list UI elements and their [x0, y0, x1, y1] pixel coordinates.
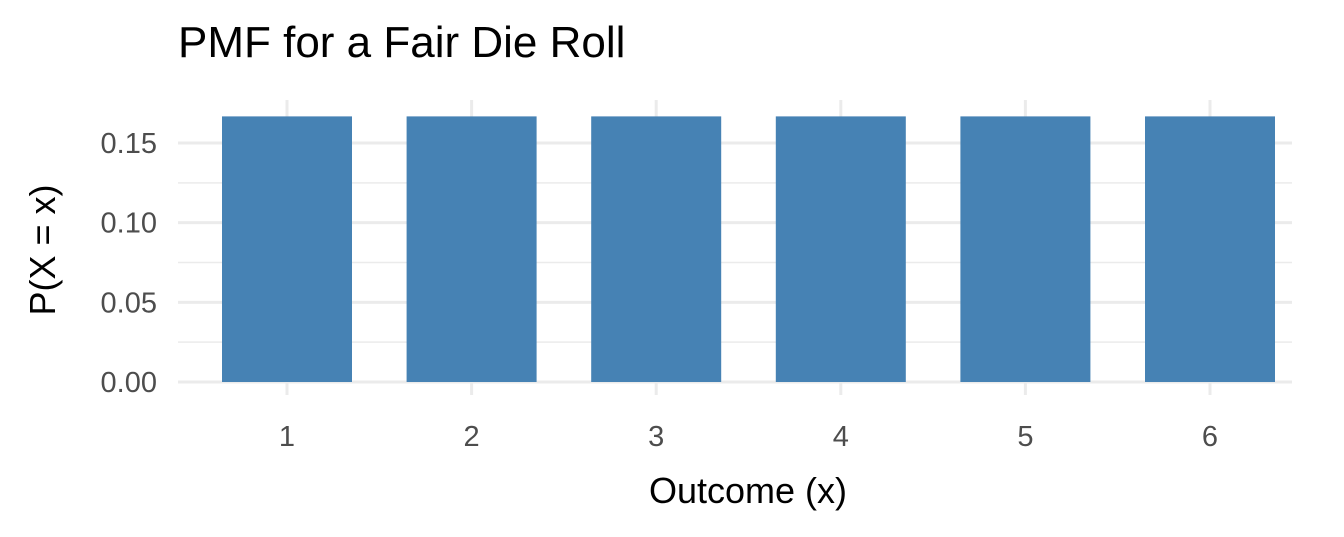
x-tick-label: 1: [279, 421, 295, 453]
y-tick-label: 0.15: [101, 128, 157, 160]
x-tick-label: 4: [833, 421, 849, 453]
x-tick-label: 5: [1017, 421, 1033, 453]
bar-1: [222, 116, 352, 383]
y-tick-label: 0.10: [101, 208, 157, 240]
y-axis-title: P(X = x): [22, 184, 63, 315]
x-tick-label: 2: [464, 421, 480, 453]
bar-3: [591, 116, 722, 383]
bars: [222, 116, 1275, 383]
y-tick-label: 0.00: [101, 367, 157, 399]
y-axis-ticks: 0.00 0.05 0.10 0.15: [101, 128, 157, 399]
x-axis-title: Outcome (x): [649, 470, 847, 511]
x-tick-label: 3: [648, 421, 664, 453]
bar-5: [960, 116, 1091, 383]
x-tick-label: 6: [1202, 421, 1218, 453]
bar-4: [775, 116, 906, 383]
y-tick-label: 0.05: [101, 287, 157, 319]
bar-6: [1145, 116, 1275, 383]
bar-2: [406, 116, 537, 383]
chart-title: PMF for a Fair Die Roll: [178, 18, 626, 67]
x-axis-ticks: 1 2 3 4 5 6: [279, 421, 1218, 453]
